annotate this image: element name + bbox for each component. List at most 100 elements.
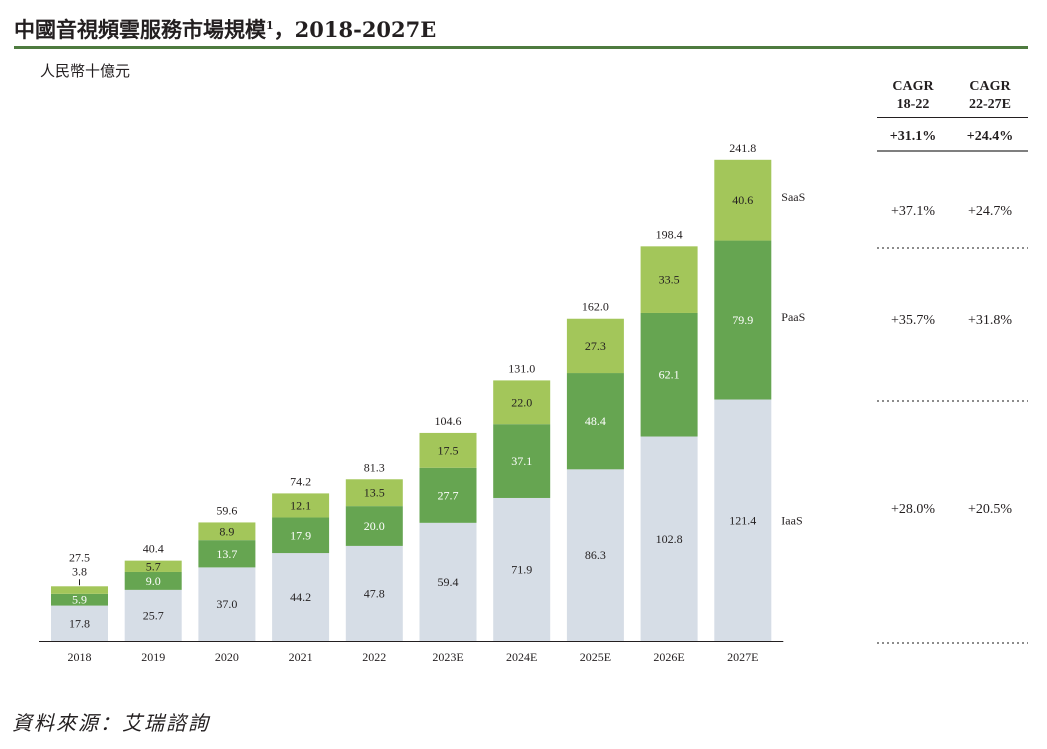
data-label-saas: 13.5 <box>364 486 385 500</box>
total-label: 81.3 <box>364 460 385 474</box>
total-label: 241.8 <box>729 141 756 155</box>
data-label-paas: 27.7 <box>438 488 459 502</box>
x-tick-label: 2025E <box>580 650 611 664</box>
data-label-paas: 9.0 <box>146 574 161 588</box>
bar-saas-2027E <box>714 159 772 241</box>
total-label: 104.6 <box>435 414 462 428</box>
data-label-iaas: 59.4 <box>438 575 459 589</box>
data-label-saas: 5.7 <box>146 559 161 573</box>
series-label-iaas: IaaS <box>781 513 802 527</box>
cagr-saas-value: +24.7% <box>968 204 1012 219</box>
source-note: 資料來源：艾瑞諮詢 <box>12 711 210 735</box>
data-label-iaas: 86.3 <box>585 548 606 562</box>
bar-iaas-2019 <box>124 589 182 641</box>
bar-paas-2018 <box>51 593 108 606</box>
bar-iaas-2018 <box>51 605 108 641</box>
bar-paas-2026E <box>640 312 698 437</box>
x-tick-label: 2024E <box>506 650 537 664</box>
total-label: 40.4 <box>143 542 164 556</box>
data-label-paas: 17.9 <box>290 528 311 542</box>
x-tick-label: 2021 <box>289 650 313 664</box>
x-tick-label: 2027E <box>727 650 758 664</box>
bar-paas-2024E <box>493 424 551 498</box>
x-tick-label: 2020 <box>215 650 239 664</box>
bar-iaas-2022 <box>345 545 403 641</box>
cagr-total-value: +31.1% <box>890 129 936 144</box>
cagr-header-line1: CAGR <box>892 79 934 94</box>
data-label-iaas: 102.8 <box>656 532 683 546</box>
data-label-paas: 62.1 <box>659 368 680 382</box>
bar-paas-2027E <box>714 240 772 400</box>
x-tick-label: 2019 <box>141 650 165 664</box>
data-label-iaas: 47.8 <box>364 586 385 600</box>
chart-title: 中國音視頻雲服務市場規模1，2018-2027E <box>14 17 437 42</box>
bar-paas-2025E <box>566 373 624 470</box>
bar-iaas-2023E <box>419 522 477 641</box>
cagr-paas-value: +31.8% <box>968 313 1012 328</box>
total-label: 131.0 <box>508 361 535 375</box>
data-label-saas: 22.0 <box>511 395 532 409</box>
total-label: 74.2 <box>290 474 311 488</box>
series-label-paas: PaaS <box>781 310 805 324</box>
bar-saas-2020 <box>198 522 256 541</box>
bar-paas-2020 <box>198 540 256 568</box>
data-label-saas: 40.6 <box>732 193 753 207</box>
data-label-paas: 13.7 <box>216 547 237 561</box>
bar-saas-2023E <box>419 432 477 468</box>
bar-iaas-2025E <box>566 469 624 641</box>
cagr-total-value: +24.4% <box>967 129 1013 144</box>
data-label-saas: 33.5 <box>659 273 680 287</box>
cagr-header-line2: 22-27E <box>969 97 1011 112</box>
cagr-paas-value: +35.7% <box>891 313 935 328</box>
bar-saas-2024E <box>493 380 551 425</box>
cagr-header-line1: CAGR <box>969 79 1011 94</box>
data-label-iaas: 121.4 <box>729 513 756 527</box>
bar-paas-2019 <box>124 571 182 590</box>
total-label: 27.5 <box>69 550 90 564</box>
x-tick-label: 2022 <box>362 650 386 664</box>
bar-iaas-2021 <box>272 553 330 641</box>
data-label-paas: 5.9 <box>72 593 87 607</box>
title-rule <box>14 46 1028 49</box>
x-tick-label: 2018 <box>68 650 92 664</box>
total-label: 59.6 <box>216 503 237 517</box>
data-label-iaas: 71.9 <box>511 562 532 576</box>
bar-saas-2022 <box>345 479 403 507</box>
stacked-bar-chart: 17.8 5.9 3.827.5 2018 25.7 9.05.7 40.4 2019 37.0… <box>39 79 1028 664</box>
bar-saas-2018 <box>51 586 108 594</box>
bar-saas-2019 <box>124 560 182 572</box>
bar-iaas-2027E <box>714 399 772 641</box>
bar-saas-2025E <box>566 318 624 374</box>
bar-paas-2021 <box>272 517 330 554</box>
data-label-paas: 20.0 <box>364 519 385 533</box>
data-label-paas: 48.4 <box>585 414 606 428</box>
cagr-iaas-value: +20.5% <box>968 502 1012 517</box>
data-label-paas: 79.9 <box>732 313 753 327</box>
bar-saas-2021 <box>272 493 330 518</box>
total-label: 162.0 <box>582 300 609 314</box>
data-label-saas: 8.9 <box>219 524 234 538</box>
cagr-header-line2: 18-22 <box>897 97 930 112</box>
data-label-saas: 17.5 <box>438 443 459 457</box>
cagr-iaas-value: +28.0% <box>891 502 935 517</box>
unit-label: 人民幣十億元 <box>40 62 131 80</box>
bar-paas-2023E <box>419 467 477 523</box>
series-label-saas: SaaS <box>781 190 805 204</box>
bar-iaas-2026E <box>640 436 698 641</box>
bar-iaas-2020 <box>198 567 256 641</box>
bar-saas-2026E <box>640 246 698 313</box>
bar-iaas-2024E <box>493 497 551 641</box>
data-label-paas: 37.1 <box>511 454 532 468</box>
cagr-saas-value: +37.1% <box>891 204 935 219</box>
total-label: 198.4 <box>656 227 683 241</box>
data-label-iaas: 25.7 <box>143 608 164 622</box>
data-label-iaas: 37.0 <box>216 597 237 611</box>
data-label-saas: 27.3 <box>585 339 606 353</box>
data-label-saas: 3.8 <box>72 564 87 578</box>
data-label-saas: 12.1 <box>290 498 311 512</box>
x-tick-label: 2026E <box>653 650 684 664</box>
bar-paas-2022 <box>345 506 403 546</box>
x-tick-label: 2023E <box>432 650 463 664</box>
data-label-iaas: 44.2 <box>290 590 311 604</box>
data-label-iaas: 17.8 <box>69 616 90 630</box>
